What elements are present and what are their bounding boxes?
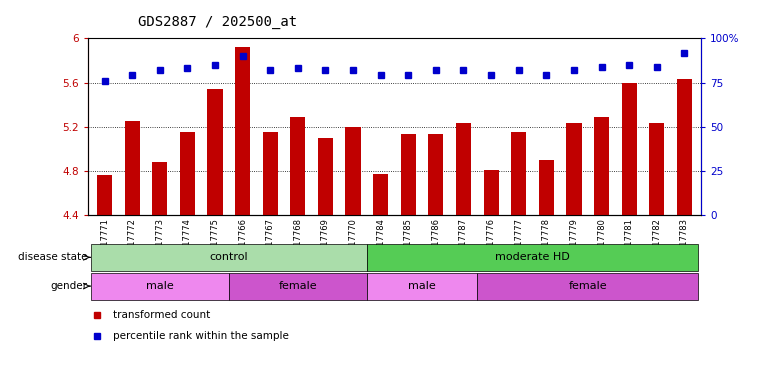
Text: female: female — [279, 281, 317, 291]
Text: female: female — [568, 281, 607, 291]
Bar — [511, 132, 526, 215]
Bar — [180, 132, 195, 215]
Bar — [290, 117, 306, 215]
Bar — [318, 138, 333, 215]
Bar — [373, 174, 388, 215]
Bar — [152, 162, 168, 215]
Bar — [538, 160, 554, 215]
Text: percentile rank within the sample: percentile rank within the sample — [113, 331, 289, 341]
Bar — [345, 127, 361, 215]
Bar — [649, 123, 664, 215]
Text: moderate HD: moderate HD — [495, 252, 570, 262]
Text: gender: gender — [51, 281, 87, 291]
Bar — [229, 273, 367, 300]
Bar — [367, 273, 477, 300]
Bar — [401, 134, 416, 215]
Text: male: male — [408, 281, 436, 291]
Bar — [125, 121, 140, 215]
Bar — [208, 89, 223, 215]
Bar — [367, 244, 698, 271]
Bar — [97, 175, 113, 215]
Text: transformed count: transformed count — [113, 310, 210, 320]
Bar — [456, 123, 471, 215]
Bar — [483, 170, 499, 215]
Text: control: control — [210, 252, 248, 262]
Text: disease state: disease state — [18, 252, 87, 262]
Text: GDS2887 / 202500_at: GDS2887 / 202500_at — [138, 15, 297, 29]
Bar — [428, 134, 444, 215]
Bar — [594, 117, 609, 215]
Bar — [235, 47, 250, 215]
Bar — [91, 244, 367, 271]
Bar — [477, 273, 698, 300]
Text: male: male — [146, 281, 174, 291]
Bar — [621, 83, 637, 215]
Bar — [263, 132, 278, 215]
Bar — [566, 123, 581, 215]
Bar — [676, 79, 692, 215]
Bar — [91, 273, 229, 300]
